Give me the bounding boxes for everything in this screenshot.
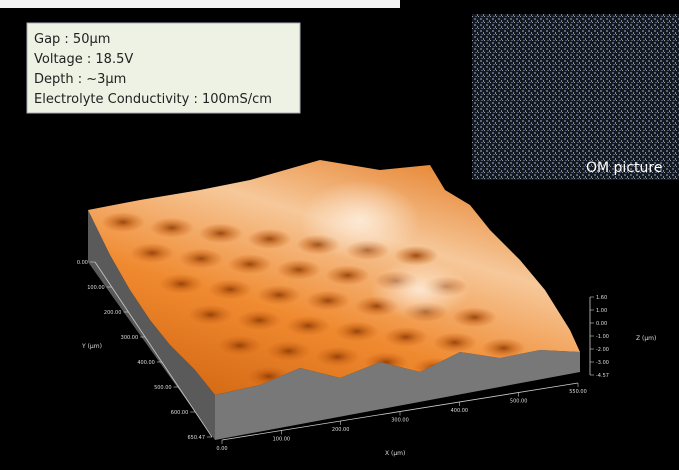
y-tick-label: 600.00	[171, 410, 189, 416]
z-tick-label: 1.00	[596, 308, 607, 314]
y-tick-label: 650.47	[188, 435, 206, 441]
x-axis-label: X (μm)	[385, 450, 405, 457]
pit	[433, 333, 477, 353]
pit	[199, 223, 243, 243]
z-tick-label: -2.00	[596, 347, 609, 353]
x-tick-label: 500.00	[510, 399, 528, 405]
x-tick-label: 300.00	[391, 418, 409, 424]
x-tick-label: 400.00	[451, 408, 469, 414]
pit	[130, 243, 174, 263]
x-tick-label: 550.00	[569, 389, 587, 395]
y-tick-label: 400.00	[137, 360, 155, 366]
z-tick-label: 1.60	[596, 295, 607, 301]
y-tick-label: 200.00	[104, 310, 122, 316]
pit	[159, 274, 203, 294]
y-axis-label: Y (μm)	[81, 343, 102, 350]
pit	[257, 285, 301, 305]
pit	[267, 341, 311, 361]
highlight	[300, 180, 420, 260]
pit	[452, 307, 496, 327]
pit	[335, 321, 379, 341]
y-tick-label: 500.00	[154, 385, 172, 391]
om-picture	[472, 14, 679, 180]
highlight	[370, 260, 470, 320]
pit	[218, 336, 262, 356]
info-line: Depth : ~3μm	[34, 72, 126, 87]
pit	[237, 310, 281, 330]
pit	[208, 279, 252, 299]
om-label: OM picture	[586, 160, 662, 176]
y-tick-label: 100.00	[87, 285, 105, 291]
z-tick-label: -4.57	[596, 373, 609, 379]
pit	[306, 291, 350, 311]
info-line: Gap : 50μm	[34, 32, 110, 47]
pit	[315, 347, 359, 367]
info-line: Electrolyte Conductivity : 100mS/cm	[34, 92, 272, 107]
pit	[277, 260, 321, 280]
info-line: Voltage : 18.5V	[34, 52, 133, 67]
pit	[101, 212, 145, 232]
z-tick-label: -1.00	[596, 334, 609, 340]
pit	[228, 254, 272, 274]
z-tick-label: -3.00	[596, 360, 609, 366]
figure: OM picture Gap : 50μm Voltage : 18.5V Dept…	[0, 0, 679, 470]
pit	[189, 305, 233, 325]
x-tick-label: 0.00	[216, 446, 227, 452]
z-axis-label: Z (μm)	[636, 335, 656, 342]
pit	[150, 218, 194, 238]
top-strip	[0, 0, 400, 8]
pit	[286, 316, 330, 336]
pit	[384, 327, 428, 347]
y-tick-label: 300.00	[121, 335, 139, 341]
x-tick-label: 100.00	[273, 437, 291, 443]
z-tick-label: 0.00	[596, 321, 607, 327]
pit	[248, 229, 292, 249]
x-tick-label: 200.00	[332, 427, 350, 433]
y-tick-label: 0.00	[77, 260, 88, 266]
pit	[179, 249, 223, 269]
pit	[326, 265, 370, 285]
